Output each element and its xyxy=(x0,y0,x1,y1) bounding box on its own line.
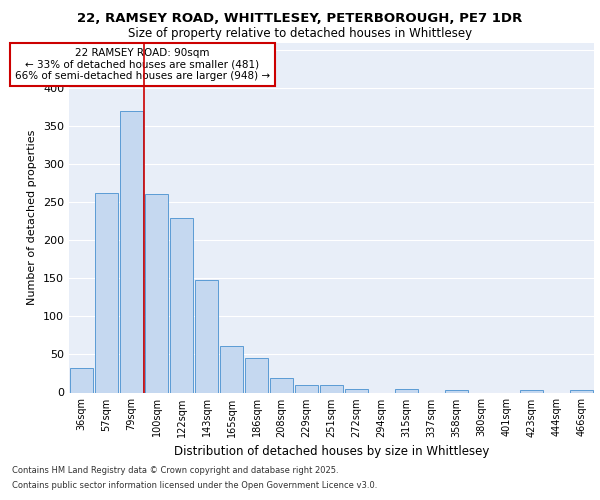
Y-axis label: Number of detached properties: Number of detached properties xyxy=(28,130,37,305)
Bar xyxy=(70,368,93,392)
Bar xyxy=(570,390,593,392)
Bar xyxy=(170,218,193,392)
Bar xyxy=(220,346,243,393)
Bar xyxy=(295,385,318,392)
Text: 22, RAMSEY ROAD, WHITTLESEY, PETERBOROUGH, PE7 1DR: 22, RAMSEY ROAD, WHITTLESEY, PETERBOROUG… xyxy=(77,12,523,26)
Text: Contains HM Land Registry data © Crown copyright and database right 2025.: Contains HM Land Registry data © Crown c… xyxy=(12,466,338,475)
Bar xyxy=(270,378,293,392)
Text: 22 RAMSEY ROAD: 90sqm
← 33% of detached houses are smaller (481)
66% of semi-det: 22 RAMSEY ROAD: 90sqm ← 33% of detached … xyxy=(15,48,270,81)
Text: Contains public sector information licensed under the Open Government Licence v3: Contains public sector information licen… xyxy=(12,481,377,490)
Bar xyxy=(520,390,543,392)
Bar xyxy=(145,194,168,392)
Bar xyxy=(195,280,218,392)
Text: Size of property relative to detached houses in Whittlesey: Size of property relative to detached ho… xyxy=(128,28,472,40)
Bar xyxy=(395,388,418,392)
X-axis label: Distribution of detached houses by size in Whittlesey: Distribution of detached houses by size … xyxy=(174,445,489,458)
Bar xyxy=(320,385,343,392)
Bar xyxy=(245,358,268,392)
Bar xyxy=(445,390,468,392)
Bar xyxy=(345,388,368,392)
Bar xyxy=(95,193,118,392)
Bar xyxy=(120,111,143,392)
